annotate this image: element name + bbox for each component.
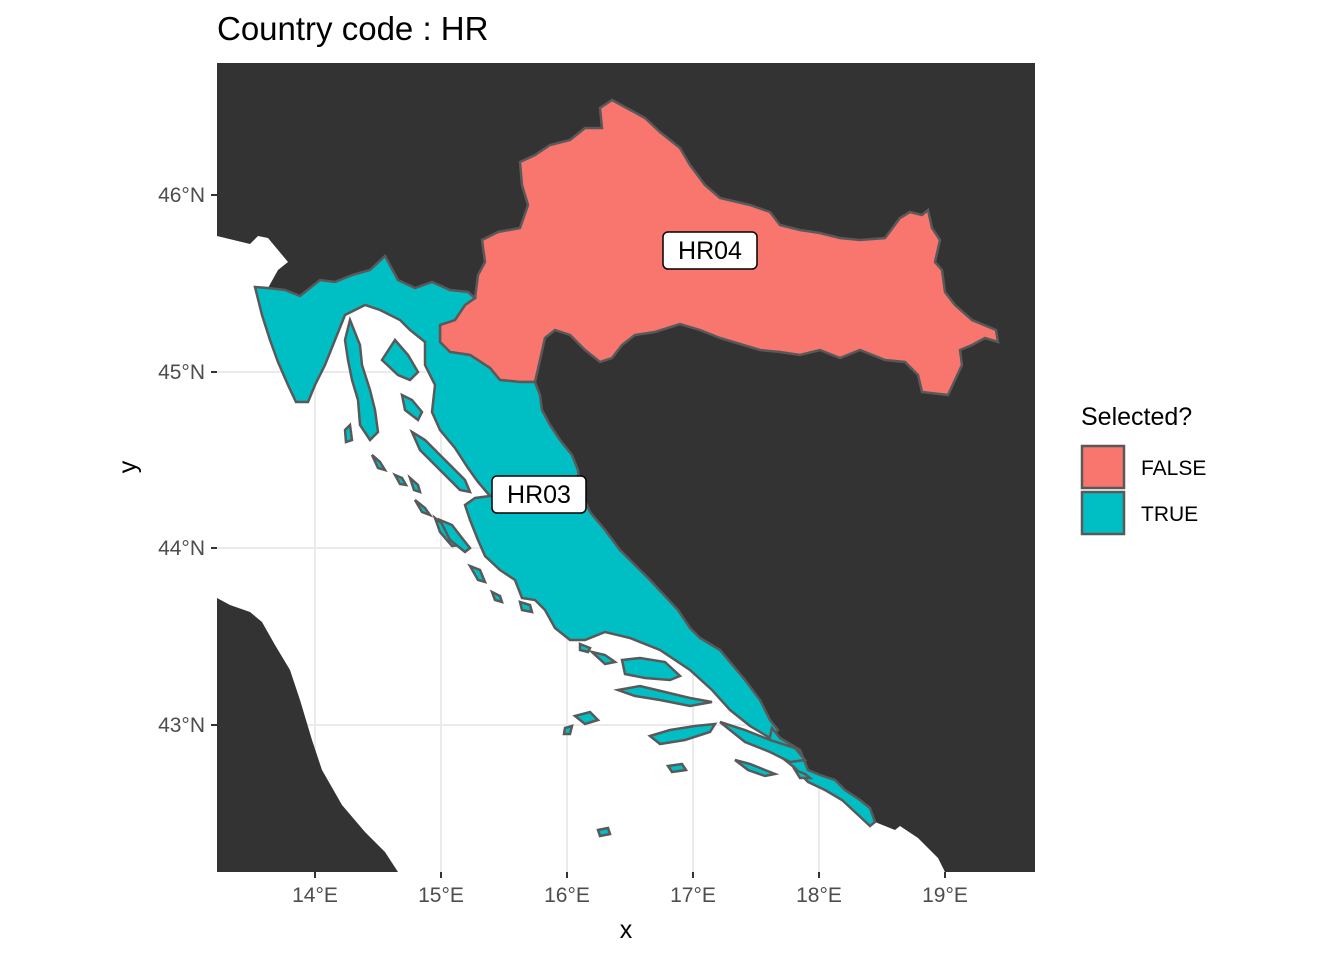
region-label-text: HR03 (507, 481, 571, 509)
x-tick-label: 19°E (922, 884, 968, 907)
island-solta (578, 642, 592, 654)
map-title: Country code : HR (217, 10, 488, 47)
island-mljet (734, 758, 780, 778)
island-rab (400, 392, 424, 422)
region-label-box (662, 231, 758, 270)
island-pasman (407, 474, 422, 494)
y-tick-label: 44°N (158, 537, 205, 560)
y-axis: 46°N 45°N 44°N 43°N (158, 184, 217, 737)
region-label-hr03: HR03 (491, 475, 587, 514)
island-hvar-east (613, 684, 713, 708)
island-kornati (413, 499, 434, 518)
island-dugi (370, 454, 388, 473)
island-brac (587, 649, 619, 666)
island-ugljan (392, 472, 409, 487)
island-pag (409, 428, 473, 494)
x-tick-label: 15°E (418, 884, 464, 907)
x-axis-title: x (620, 916, 633, 944)
island-bisevo (562, 724, 574, 736)
island-losinj (343, 422, 354, 444)
legend-label-false: FALSE (1141, 457, 1206, 480)
island-small-2 (489, 589, 504, 604)
y-tick-label: 43°N (158, 714, 205, 737)
region-label-text: HR04 (678, 237, 742, 265)
region-label-box (491, 475, 587, 514)
legend-swatch-false (1080, 444, 1126, 490)
legend: Selected? FALSE TRUE (1080, 403, 1206, 536)
region-label-hr04: HR04 (662, 231, 758, 270)
island-korcula (647, 722, 718, 746)
island-krk (380, 337, 420, 382)
legend-swatch-true (1080, 490, 1126, 536)
legend-label-true: TRUE (1141, 503, 1198, 526)
land-neighbours (217, 63, 1035, 872)
island-lastovo (665, 762, 689, 774)
island-small-1 (467, 563, 488, 584)
island-elafiti (791, 767, 814, 780)
legend-title: Selected? (1081, 403, 1192, 431)
island-ciovo (518, 600, 534, 614)
x-tick-label: 14°E (292, 884, 338, 907)
island-palagruza (596, 826, 612, 838)
y-axis-title: y (114, 460, 142, 473)
island-cres (343, 315, 380, 442)
x-axis: 14°E 15°E 16°E 17°E 18°E 19°E (292, 872, 968, 907)
island-zirje (437, 517, 472, 554)
x-tick-label: 17°E (670, 884, 716, 907)
islands (343, 315, 814, 838)
y-tick-label: 46°N (158, 184, 205, 207)
x-tick-label: 18°E (796, 884, 842, 907)
island-vis (572, 710, 601, 726)
land-italy (217, 598, 398, 872)
island-hvar (620, 656, 683, 682)
island-peljesac (719, 720, 808, 764)
map-panel: HR04 HR03 (217, 63, 1035, 872)
x-tick-label: 16°E (544, 884, 590, 907)
y-tick-label: 45°N (158, 361, 205, 384)
